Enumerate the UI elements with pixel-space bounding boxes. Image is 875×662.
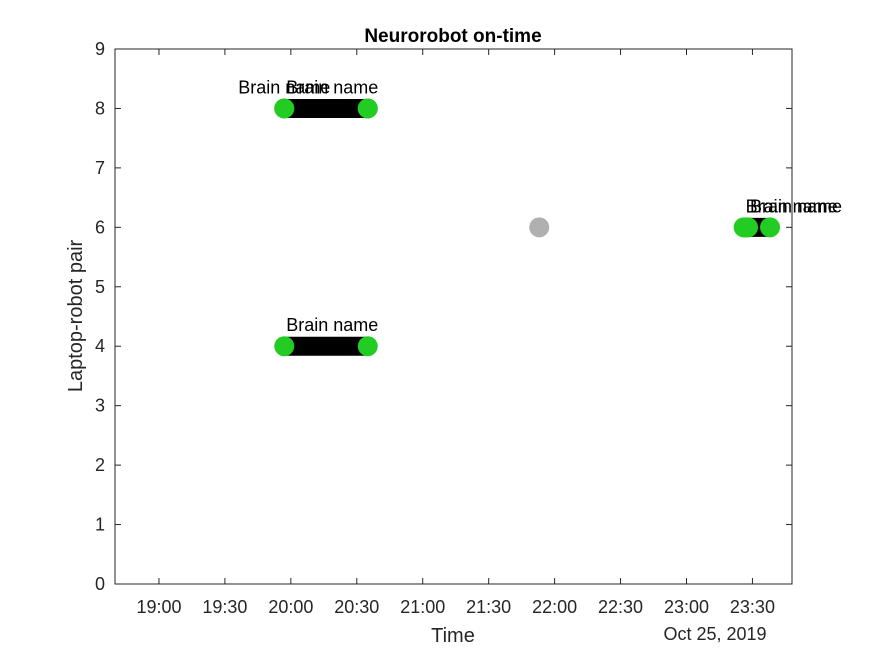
x-tick-label: 22:00 <box>532 597 577 617</box>
session-label: Brain name <box>750 196 842 216</box>
x-axis-label: Time <box>431 625 475 647</box>
session-label: Brain name <box>286 315 378 335</box>
session-label: Brain name <box>746 196 838 216</box>
y-tick-label: 2 <box>95 455 105 475</box>
x-tick-label: 21:30 <box>466 597 511 617</box>
x-tick-label: 19:30 <box>202 597 247 617</box>
chart-title: Neurorobot on-time <box>364 26 541 47</box>
y-tick-label: 3 <box>95 396 105 416</box>
session-start-point <box>738 217 759 238</box>
session-end-point <box>357 336 378 357</box>
y-axis-label: Laptop-robot pair <box>65 240 87 393</box>
y-tick-label: 1 <box>95 515 105 535</box>
x-tick-label: 21:00 <box>400 597 445 617</box>
x-axis: 19:00 19:30 20:00 20:30 21:00 21:30 22:00 22:30… <box>136 49 775 617</box>
session-start-point <box>274 98 295 119</box>
x-tick-label: 20:30 <box>334 597 379 617</box>
y-axis: 0 1 2 3 4 5 6 7 8 9 <box>95 39 792 594</box>
x-tick-label: 20:00 <box>268 597 313 617</box>
plot-area <box>114 48 793 585</box>
session-end-point <box>760 217 781 238</box>
session-end-point <box>357 98 378 119</box>
date-label: Oct 25, 2019 <box>663 624 766 644</box>
y-tick-label: 0 <box>95 574 105 594</box>
y-tick-label: 6 <box>95 217 105 237</box>
x-tick-label: 19:00 <box>136 597 181 617</box>
y-tick-label: 5 <box>95 277 105 297</box>
y-tick-label: 9 <box>95 39 105 59</box>
x-tick-label: 23:30 <box>730 597 775 617</box>
x-tick-label: 22:30 <box>598 597 643 617</box>
y-tick-label: 7 <box>95 158 105 178</box>
idle-point <box>529 217 550 238</box>
session-label: Brain name <box>238 77 330 97</box>
session-start-point <box>274 336 295 357</box>
session-label: Brain name <box>286 77 378 97</box>
y-tick-label: 8 <box>95 98 105 118</box>
x-tick-label: 23:00 <box>664 597 709 617</box>
y-tick-label: 4 <box>95 336 105 356</box>
